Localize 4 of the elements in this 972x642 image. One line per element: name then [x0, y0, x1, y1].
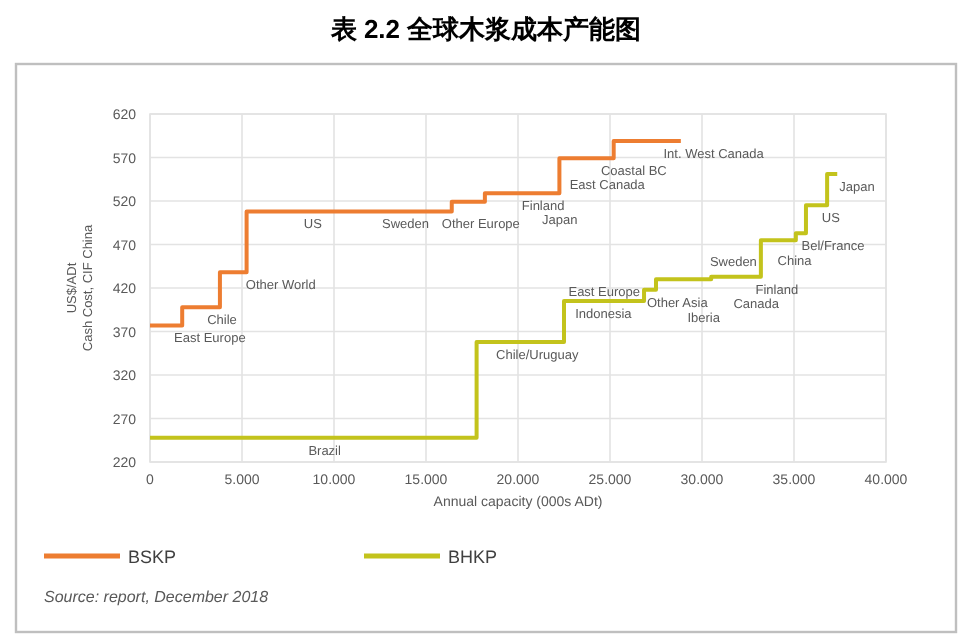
legend-label: BHKP	[448, 547, 498, 567]
source-note: Source: report, December 2018	[44, 588, 270, 606]
legend-label: BSKP	[128, 547, 177, 567]
chart-title: 表 2.2 全球木浆成本产能图	[328, 14, 642, 44]
